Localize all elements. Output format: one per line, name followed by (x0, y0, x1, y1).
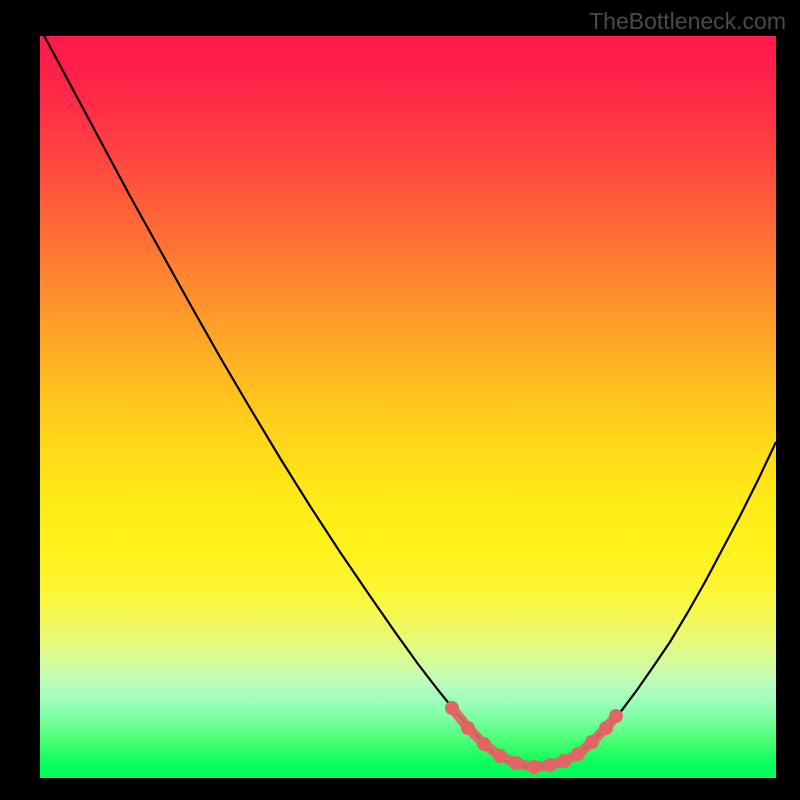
chart-background (40, 36, 776, 778)
watermark-label: TheBottleneck.com (589, 8, 786, 35)
